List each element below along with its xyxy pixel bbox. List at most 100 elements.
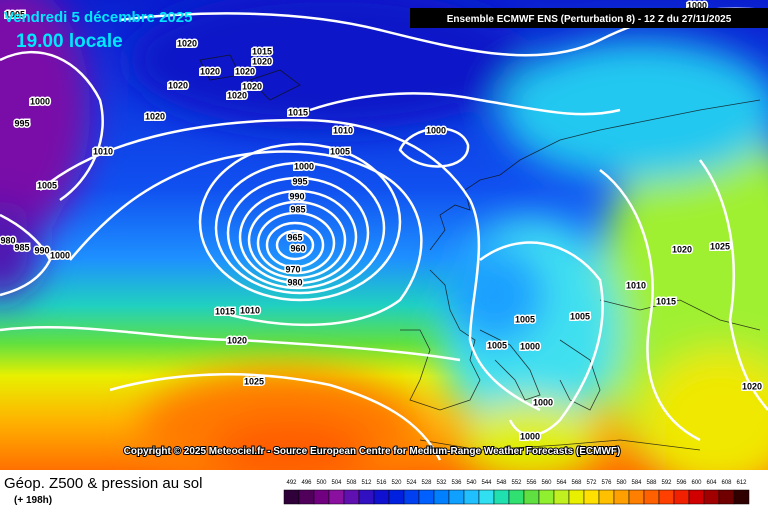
scale-label: 540 bbox=[466, 480, 477, 486]
scale-swatch bbox=[583, 489, 600, 505]
isobar-label: 960 bbox=[290, 243, 305, 253]
scale-label: 508 bbox=[346, 480, 357, 486]
isobar-label: 1020 bbox=[168, 80, 188, 90]
isobar-label: 1020 bbox=[235, 66, 255, 76]
scale-label: 504 bbox=[331, 480, 342, 486]
lead-time: (+ 198h) bbox=[14, 495, 52, 506]
scale-label: 512 bbox=[361, 480, 372, 486]
scale-swatch bbox=[628, 489, 645, 505]
isobar-label: 1010 bbox=[240, 305, 260, 315]
scale-swatch bbox=[553, 489, 570, 505]
scale-swatch bbox=[298, 489, 315, 505]
isobar-label: 1010 bbox=[626, 280, 646, 290]
scale-label: 548 bbox=[496, 480, 507, 486]
isobar-label: 1020 bbox=[227, 90, 247, 100]
scale-swatch bbox=[358, 489, 375, 505]
scale-swatch bbox=[688, 489, 705, 505]
scale-swatch bbox=[538, 489, 555, 505]
isobar-label: 1000 bbox=[50, 250, 70, 260]
isobar-label: 1020 bbox=[742, 381, 762, 391]
isobar-label: 1000 bbox=[533, 397, 553, 407]
copyright: Copyright © 2025 Meteociel.fr - Source E… bbox=[124, 446, 621, 457]
scale-label: 564 bbox=[556, 480, 567, 486]
isobar-label: 1000 bbox=[520, 431, 540, 441]
isobar-label: 1005 bbox=[5, 9, 25, 19]
scale-label: 552 bbox=[511, 480, 522, 486]
isobar-label: 1005 bbox=[570, 311, 590, 321]
isobar-label: 1020 bbox=[242, 81, 262, 91]
isobar-label: 1020 bbox=[200, 66, 220, 76]
scale-swatch bbox=[643, 489, 660, 505]
scale-label: 500 bbox=[316, 480, 327, 486]
isobar-label: 990 bbox=[289, 191, 304, 201]
scale-swatch bbox=[463, 489, 480, 505]
forecast-time: 19.00 locale bbox=[16, 31, 123, 52]
coastlines bbox=[199, 54, 761, 451]
scale-swatch bbox=[283, 489, 300, 505]
isobar-label: 1020 bbox=[252, 56, 272, 66]
model-box bbox=[410, 8, 768, 28]
isobar-label: 965 bbox=[287, 232, 302, 242]
scale-label: 576 bbox=[601, 480, 612, 486]
scale-label: 604 bbox=[706, 480, 717, 486]
scale-swatch bbox=[478, 489, 495, 505]
scale-swatch bbox=[508, 489, 525, 505]
isobar-label: 1025 bbox=[710, 241, 730, 251]
forecast-date: Vendredi 5 décembre 2025 bbox=[4, 9, 192, 26]
isobar-label: 1005 bbox=[487, 340, 507, 350]
scale-label: 544 bbox=[481, 480, 492, 486]
isobar-label: 1005 bbox=[37, 180, 57, 190]
scale-label: 496 bbox=[301, 480, 312, 486]
isobars bbox=[0, 7, 768, 461]
isobar-labels: 1005 1020 1015 1020 1020 1020 1020 1020 … bbox=[0, 0, 764, 443]
scale-label: 536 bbox=[451, 480, 462, 486]
isobar-label: 1010 bbox=[333, 125, 353, 135]
scale-swatch bbox=[658, 489, 675, 505]
isobar-label: 1000 bbox=[520, 341, 540, 351]
isobar-label: 985 bbox=[290, 204, 305, 214]
isobar-label: 995 bbox=[14, 118, 29, 128]
scale-label: 516 bbox=[376, 480, 387, 486]
isobar-label: 980 bbox=[287, 277, 302, 287]
isobar-label: 1020 bbox=[145, 111, 165, 121]
scale-swatch bbox=[703, 489, 720, 505]
isobar-label: 1015 bbox=[215, 306, 235, 316]
scale-swatch bbox=[313, 489, 330, 505]
scale-label: 568 bbox=[571, 480, 582, 486]
scale-label: 560 bbox=[541, 480, 552, 486]
isobar-label: 985 bbox=[14, 242, 29, 252]
scale-label: 492 bbox=[286, 480, 297, 486]
isobar-label: 1000 bbox=[687, 0, 707, 10]
scale-label: 520 bbox=[391, 480, 402, 486]
scale-swatch bbox=[733, 489, 750, 505]
scale-swatch bbox=[388, 489, 405, 505]
isobar-label: 980 bbox=[0, 235, 15, 245]
scale-label: 592 bbox=[661, 480, 672, 486]
isobar-label: 1015 bbox=[656, 296, 676, 306]
scale-swatch bbox=[673, 489, 690, 505]
scale-swatch bbox=[523, 489, 540, 505]
field-title: Géop. Z500 & pression au sol bbox=[4, 475, 202, 492]
isobar-label: 995 bbox=[292, 176, 307, 186]
scale-swatch bbox=[328, 489, 345, 505]
scale-label: 588 bbox=[646, 480, 657, 486]
isobar-label: 970 bbox=[285, 264, 300, 274]
scale-label: 572 bbox=[586, 480, 597, 486]
scale-swatch bbox=[433, 489, 450, 505]
map-field: 1005 1020 1015 1020 1020 1020 1020 1020 … bbox=[0, 0, 768, 470]
scale-label: 580 bbox=[616, 480, 627, 486]
isobar-label: 1005 bbox=[515, 314, 535, 324]
isobar-label: 1020 bbox=[672, 244, 692, 254]
scale-label: 608 bbox=[721, 480, 732, 486]
color-scale: 492 496 500 504 508 512 516 520 524 528 532 536 540 5… bbox=[283, 480, 750, 505]
isobar-label: 1025 bbox=[244, 376, 264, 386]
isobar-label: 1010 bbox=[93, 146, 113, 156]
scale-label: 556 bbox=[526, 480, 537, 486]
scale-label: 524 bbox=[406, 480, 417, 486]
isobar-label: 1000 bbox=[30, 96, 50, 106]
isobar-label: 1015 bbox=[252, 46, 272, 56]
scale-label: 612 bbox=[736, 480, 747, 486]
scale-swatch bbox=[448, 489, 465, 505]
scale-label: 528 bbox=[421, 480, 432, 486]
scale-label: 584 bbox=[631, 480, 642, 486]
